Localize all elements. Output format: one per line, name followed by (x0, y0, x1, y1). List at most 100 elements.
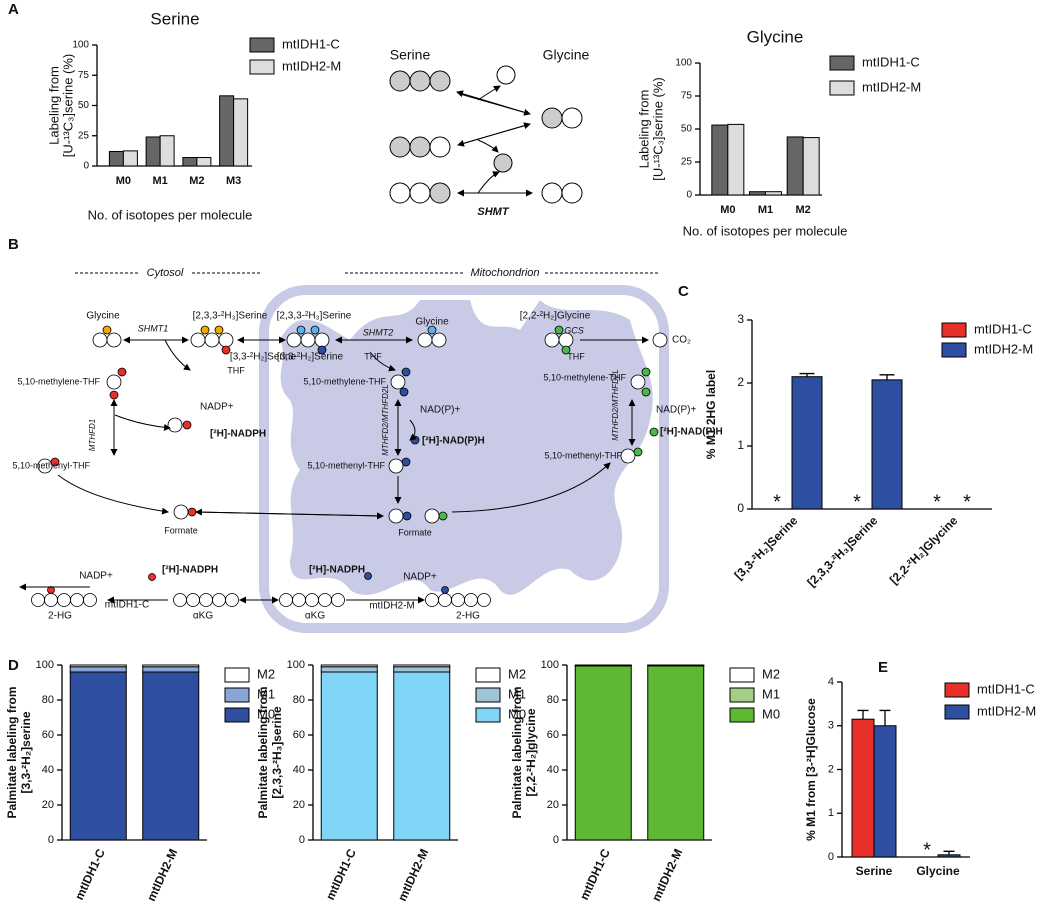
y-tick-label: 100 (72, 40, 89, 51)
bar (108, 150, 124, 167)
x-tick-label: mtIDH1-C (72, 846, 108, 902)
legend-label: mtIDH1-C (974, 321, 1032, 336)
molecule (417, 332, 433, 348)
diagram-label: MTHFD1 (88, 419, 97, 451)
value-label: * (933, 491, 941, 513)
molecule (47, 586, 55, 594)
y-axis-label: [2,2-²H₂]glycine (524, 708, 538, 796)
y-tick-label: 3 (737, 312, 744, 326)
molecule (390, 374, 406, 390)
legend-swatch (224, 687, 250, 703)
y-tick-label: 50 (78, 100, 90, 111)
x-tick-label: M1 (152, 175, 167, 187)
bar (69, 664, 127, 668)
molecule (92, 332, 108, 348)
panel-label: C (678, 283, 689, 300)
y-axis-label: Palmitate labeling from (5, 686, 19, 818)
molecule (399, 387, 409, 397)
y-tick-label: 0 (686, 190, 692, 201)
bar (145, 136, 161, 167)
error-bar (879, 374, 895, 380)
legend-label: mtIDH2-M (977, 703, 1036, 718)
molecule (292, 593, 306, 607)
y-tick-label: 0 (83, 161, 89, 172)
molecule (102, 325, 112, 335)
molecule (652, 332, 668, 348)
molecule (477, 593, 491, 607)
bar (393, 664, 451, 668)
bar (393, 666, 451, 673)
molecule (305, 593, 319, 607)
molecule (214, 325, 224, 335)
diagram-label: Mitochondrion (470, 267, 539, 279)
y-tick-label: 75 (681, 91, 693, 102)
y-tick-label: 100 (541, 659, 559, 671)
legend-swatch (224, 707, 250, 723)
bar (749, 191, 766, 196)
molecule (286, 332, 302, 348)
x-axis-label: No. of isotopes per molecule (683, 223, 848, 238)
y-axis-label: [3,3-²H₂]serine (19, 711, 33, 793)
x-tick-label: mtIDH2-M (395, 847, 431, 904)
y-tick-label: 60 (42, 729, 54, 741)
bar (69, 671, 127, 841)
legend-swatch (475, 687, 501, 703)
molecule (199, 593, 213, 607)
legend-label: mtIDH2-M (974, 341, 1033, 356)
legend-label: M0 (257, 706, 275, 721)
molecule (83, 593, 97, 607)
x-tick-label: mtIDH1-C (577, 846, 613, 902)
diagram-label: THF (567, 351, 585, 361)
arrow (195, 508, 384, 517)
diagram-label: mtIDH1-C (105, 600, 149, 611)
x-tick-label: Glycine (916, 864, 960, 878)
bar (727, 123, 745, 196)
diagram-label: 5,10-methenyl-THF (12, 460, 90, 470)
bar (711, 124, 729, 196)
diagram-label: [3,3-²H₂]Serine (277, 352, 344, 363)
molecule (620, 448, 636, 464)
molecule (649, 427, 659, 437)
x-tick-label: mtIDH1-C (323, 846, 359, 902)
y-tick-label: 100 (675, 58, 692, 69)
x-tick-label: mtIDH2-M (649, 847, 685, 904)
molecule (331, 593, 345, 607)
molecule (401, 457, 411, 467)
y-tick-label: 100 (287, 659, 305, 671)
diagram-label: Cytosol (147, 267, 184, 279)
diagram-label: 5,10-methylene-THF (303, 376, 386, 386)
bar (159, 135, 175, 167)
bar (851, 718, 875, 858)
molecule (431, 332, 447, 348)
molecule (117, 367, 127, 377)
molecule (425, 593, 439, 607)
y-axis-label: % M1 2HG label (704, 370, 718, 459)
molecule (106, 332, 122, 348)
molecule (318, 593, 332, 607)
arrow (164, 339, 191, 371)
bar (320, 666, 378, 673)
bar (69, 666, 127, 673)
molecule (401, 367, 411, 377)
molecule (441, 586, 449, 594)
diagram-label: 2-HG (456, 611, 480, 622)
diagram-label: 5,10-methylene-THF (543, 372, 626, 382)
error-bar (879, 709, 891, 726)
panel-label: D (8, 657, 19, 674)
molecule (70, 593, 84, 607)
x-tick-label: mtIDH2-M (144, 847, 180, 904)
molecule (167, 417, 183, 433)
value-label: * (773, 491, 781, 513)
diagram-label: 5,10-methenyl-THF (307, 460, 385, 470)
chart-title: Glycine (747, 27, 804, 46)
molecule (31, 593, 45, 607)
value-label: * (923, 839, 931, 861)
molecule (424, 508, 440, 524)
bar (393, 671, 451, 841)
diagram-label: NAD(P)+ (420, 405, 460, 416)
diagram-label: [2,2-²H₂]Glycine (520, 311, 591, 322)
error-bar (943, 850, 955, 855)
y-tick-label: 4 (828, 676, 834, 688)
legend-label: M0 (762, 706, 780, 721)
x-tick-label: M0 (720, 204, 735, 216)
